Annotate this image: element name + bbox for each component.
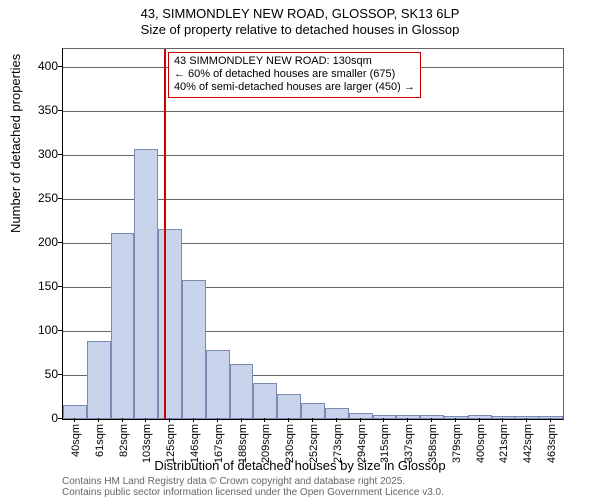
xtick-mark [431,418,432,422]
histogram-bar [277,394,301,419]
histogram-bar [206,350,230,419]
annotation-line3: 40% of semi-detached houses are larger (… [174,81,415,94]
histogram-bar [230,364,254,420]
xtick-mark [407,418,408,422]
xtick-mark [145,418,146,422]
xtick-mark [336,418,337,422]
ytick-label: 100 [38,323,58,337]
ytick-label: 150 [38,279,58,293]
histogram-bar [111,233,135,419]
xtick-mark [74,418,75,422]
histogram-bar [182,280,206,419]
footer-line1: Contains HM Land Registry data © Crown c… [62,476,444,487]
xtick-mark [383,418,384,422]
ytick-label: 0 [51,411,58,425]
chart-title-line1: 43, SIMMONDLEY NEW ROAD, GLOSSOP, SK13 6… [0,6,600,21]
annotation-line1: 43 SIMMONDLEY NEW ROAD: 130sqm [174,55,415,68]
footer-line2: Contains public sector information licen… [62,487,444,498]
xtick-mark [169,418,170,422]
chart-title-line2: Size of property relative to detached ho… [0,22,600,37]
xtick-mark [550,418,551,422]
y-axis-label: Number of detached properties [8,54,23,233]
x-axis-label: Distribution of detached houses by size … [0,458,600,473]
xtick-mark [217,418,218,422]
xtick-mark [455,418,456,422]
plot-area: 43 SIMMONDLEY NEW ROAD: 130sqm ← 60% of … [62,48,564,420]
histogram-bar [63,405,87,419]
xtick-mark [98,418,99,422]
ytick-label: 50 [45,367,58,381]
ytick-label: 300 [38,147,58,161]
ytick-label: 250 [38,191,58,205]
xtick-mark [360,418,361,422]
histogram-bar [134,149,158,419]
chart-container: 43, SIMMONDLEY NEW ROAD, GLOSSOP, SK13 6… [0,0,600,500]
histogram-bar [253,383,277,419]
footer: Contains HM Land Registry data © Crown c… [62,476,444,498]
annotation-box: 43 SIMMONDLEY NEW ROAD: 130sqm ← 60% of … [168,52,421,98]
histogram-bar [158,229,182,419]
xtick-mark [502,418,503,422]
xtick-mark [288,418,289,422]
xtick-mark [193,418,194,422]
ytick-label: 400 [38,59,58,73]
xtick-mark [122,418,123,422]
gridline [63,111,563,112]
ytick-label: 350 [38,103,58,117]
histogram-bar [87,341,111,419]
ytick-label: 200 [38,235,58,249]
xtick-mark [312,418,313,422]
xtick-mark [264,418,265,422]
xtick-mark [479,418,480,422]
annotation-line2: ← 60% of detached houses are smaller (67… [174,68,415,81]
xtick-mark [241,418,242,422]
xtick-mark [526,418,527,422]
reference-line [164,49,166,419]
histogram-bar [301,403,325,419]
